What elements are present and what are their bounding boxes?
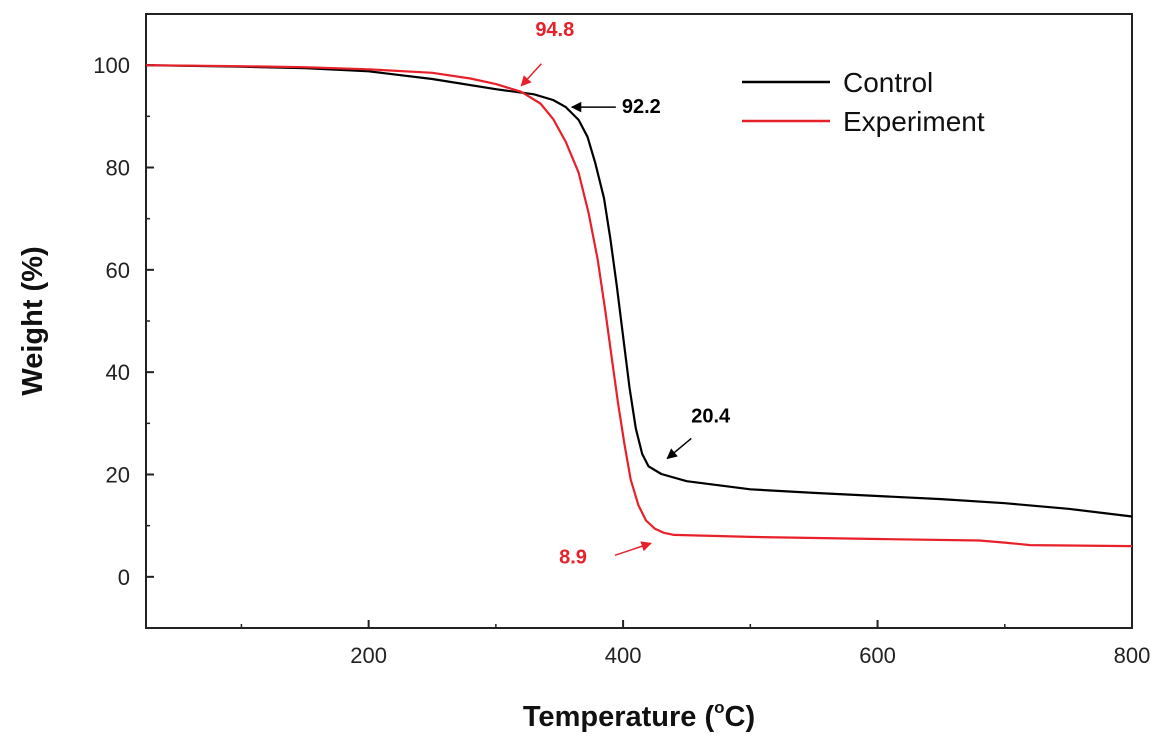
x-axis-title-unit: C) xyxy=(725,701,756,733)
x-tick-label: 600 xyxy=(859,643,896,668)
y-tick-label: 0 xyxy=(118,565,130,590)
series-line-experiment xyxy=(145,64,1133,548)
x-axis-title-degree: o xyxy=(714,698,724,717)
annotation-arrow xyxy=(614,541,652,557)
ticks-group: 200 400 600 800 0 20 40 60 80 100 xyxy=(93,13,1151,668)
y-tick-label: 40 xyxy=(106,360,130,385)
annotations-group: 94.8 92.2 20.4 8.9 xyxy=(520,19,731,568)
y-axis-title: Weight (%) xyxy=(17,246,49,395)
annotation-label: 92.2 xyxy=(622,96,661,118)
legend-label-experiment: Experiment xyxy=(843,106,985,137)
x-tick-label: 200 xyxy=(350,643,387,668)
annotation-label: 20.4 xyxy=(691,405,731,427)
x-tick-label: 800 xyxy=(1114,643,1151,668)
series-line-control xyxy=(145,64,1133,518)
annotation-label: 8.9 xyxy=(559,546,587,568)
legend: Control Experiment xyxy=(742,67,985,137)
annotation-arrow xyxy=(666,437,692,460)
annotation-arrow xyxy=(520,63,542,87)
x-tick-label: 400 xyxy=(605,643,642,668)
x-axis-title: Temperature (oC) xyxy=(523,698,755,733)
y-tick-label: 20 xyxy=(106,463,130,488)
x-axis-title-main: Temperature ( xyxy=(523,701,715,733)
series-group xyxy=(145,64,1133,548)
y-tick-label: 80 xyxy=(106,156,130,181)
y-tick-label: 100 xyxy=(93,53,130,78)
y-tick-label: 60 xyxy=(106,258,130,283)
legend-label-control: Control xyxy=(843,67,933,98)
annotation-label: 94.8 xyxy=(535,19,574,41)
